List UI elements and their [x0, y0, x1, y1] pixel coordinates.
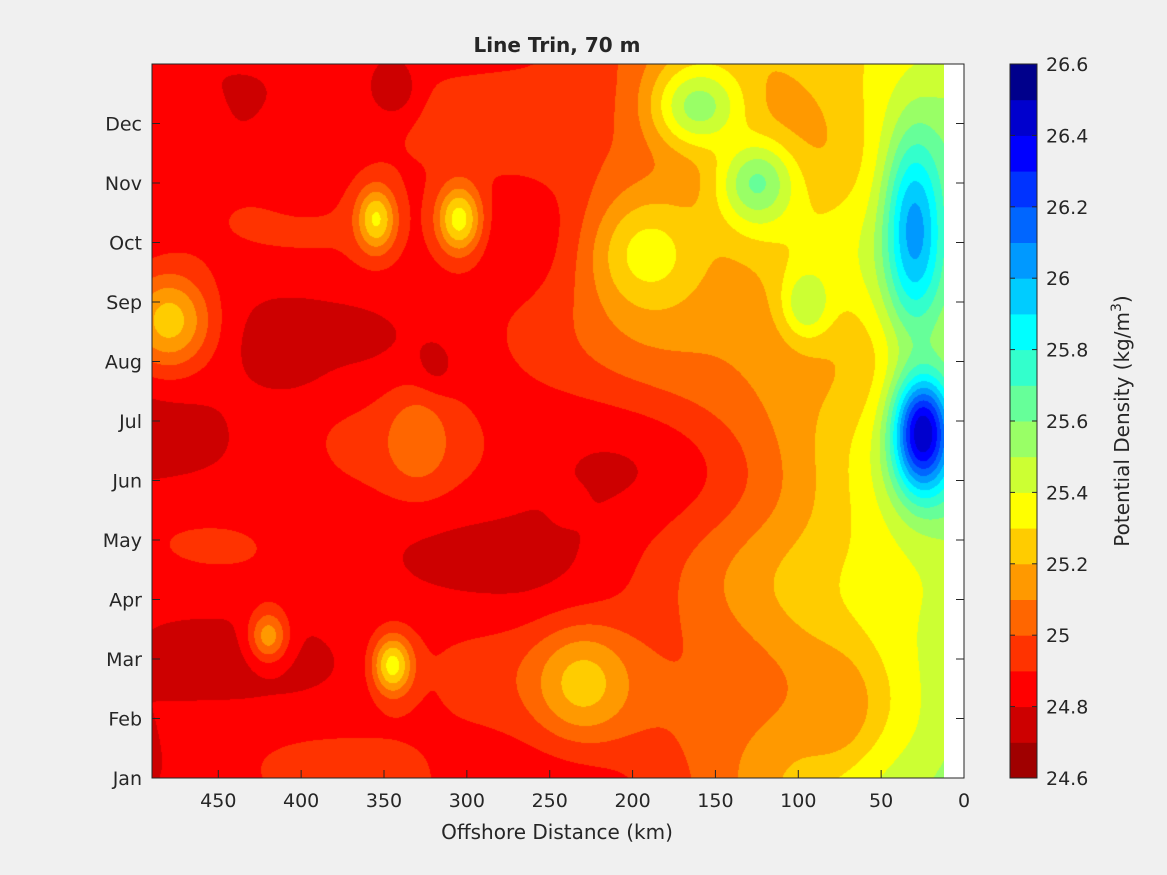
colorbar-level-swatch — [1010, 492, 1037, 529]
x-tick-label: 350 — [366, 790, 402, 812]
colorbar-level-swatch — [1010, 171, 1037, 208]
colorbar-tick-label: 26 — [1046, 268, 1070, 290]
y-tick-label: Mar — [106, 649, 142, 671]
plot-area — [151, 63, 965, 779]
colorbar-level-swatch — [1010, 563, 1037, 600]
y-tick-label: May — [103, 530, 142, 552]
x-tick-label: 450 — [200, 790, 236, 812]
colorbar: 24.6 24.8 25 25.2 25.4 25.6 25.8 26 26.2 26.4 26.6… — [1009, 54, 1134, 790]
colorbar-levels — [1010, 64, 1037, 779]
colorbar-level-swatch — [1010, 456, 1037, 493]
colorbar-tick-label: 25 — [1046, 625, 1070, 647]
density-contour-field — [152, 64, 944, 778]
colorbar-tick-label: 25.8 — [1046, 340, 1088, 362]
x-tick-label: 400 — [283, 790, 319, 812]
colorbar-level-swatch — [1010, 242, 1037, 279]
colorbar-level-swatch — [1010, 206, 1037, 243]
colorbar-level-swatch — [1010, 742, 1037, 779]
colorbar-level-swatch — [1010, 135, 1037, 172]
colorbar-tick-label: 25.4 — [1046, 482, 1088, 504]
y-tick-label: Oct — [109, 233, 142, 255]
colorbar-level-swatch — [1010, 528, 1037, 565]
x-tick-label: 0 — [958, 790, 970, 812]
colorbar-level-swatch — [1010, 385, 1037, 422]
y-tick-label: Apr — [109, 590, 142, 612]
colorbar-label: Potential Density (kg/m3) — [1109, 295, 1134, 546]
colorbar-level-swatch — [1010, 313, 1037, 351]
y-tick-label: Dec — [105, 114, 142, 136]
x-tick-label: 100 — [780, 790, 816, 812]
colorbar-level-swatch — [1010, 670, 1037, 708]
x-tick-label: 300 — [449, 790, 485, 812]
axis-ticks: 450 400 350 300 250 200 150 100 50 0 Jan Feb Mar Apr M… — [103, 114, 970, 813]
colorbar-level-swatch — [1010, 99, 1037, 136]
y-tick-label: Sep — [106, 292, 142, 314]
colorbar-level-swatch — [1010, 278, 1037, 315]
y-tick-label: Jul — [118, 411, 142, 433]
colorbar-level-swatch — [1010, 635, 1037, 672]
colorbar-tick-label: 24.8 — [1046, 697, 1088, 719]
x-axis-label: Offshore Distance (km) — [441, 820, 673, 844]
x-tick-label: 200 — [614, 790, 650, 812]
colorbar-level-swatch — [1010, 64, 1037, 101]
colorbar-tick-label: 26.2 — [1046, 197, 1088, 219]
x-tick-label: 250 — [532, 790, 568, 812]
colorbar-tick-label: 25.2 — [1046, 554, 1088, 576]
colorbar-tick-label: 24.6 — [1046, 768, 1088, 790]
colorbar-ticks: 24.6 24.8 25 25.2 25.4 25.6 25.8 26 26.2 26.4 26.6 — [1010, 54, 1088, 790]
colorbar-tick-label: 26.4 — [1046, 125, 1088, 147]
colorbar-level-swatch — [1010, 349, 1037, 386]
y-tick-label: Feb — [108, 709, 142, 731]
y-tick-label: Aug — [105, 352, 142, 374]
x-tick-label: 50 — [869, 790, 893, 812]
colorbar-tick-label: 25.6 — [1046, 411, 1088, 433]
x-tick-label: 150 — [697, 790, 733, 812]
y-tick-label: Jan — [112, 768, 142, 790]
colorbar-level-swatch — [1010, 706, 1037, 743]
colorbar-level-swatch — [1010, 421, 1037, 458]
colorbar-tick-label: 26.6 — [1046, 54, 1088, 76]
y-tick-label: Nov — [105, 173, 142, 195]
y-tick-label: Jun — [111, 471, 142, 493]
chart-title: Line Trin, 70 m — [474, 33, 641, 57]
colorbar-level-swatch — [1010, 599, 1037, 636]
